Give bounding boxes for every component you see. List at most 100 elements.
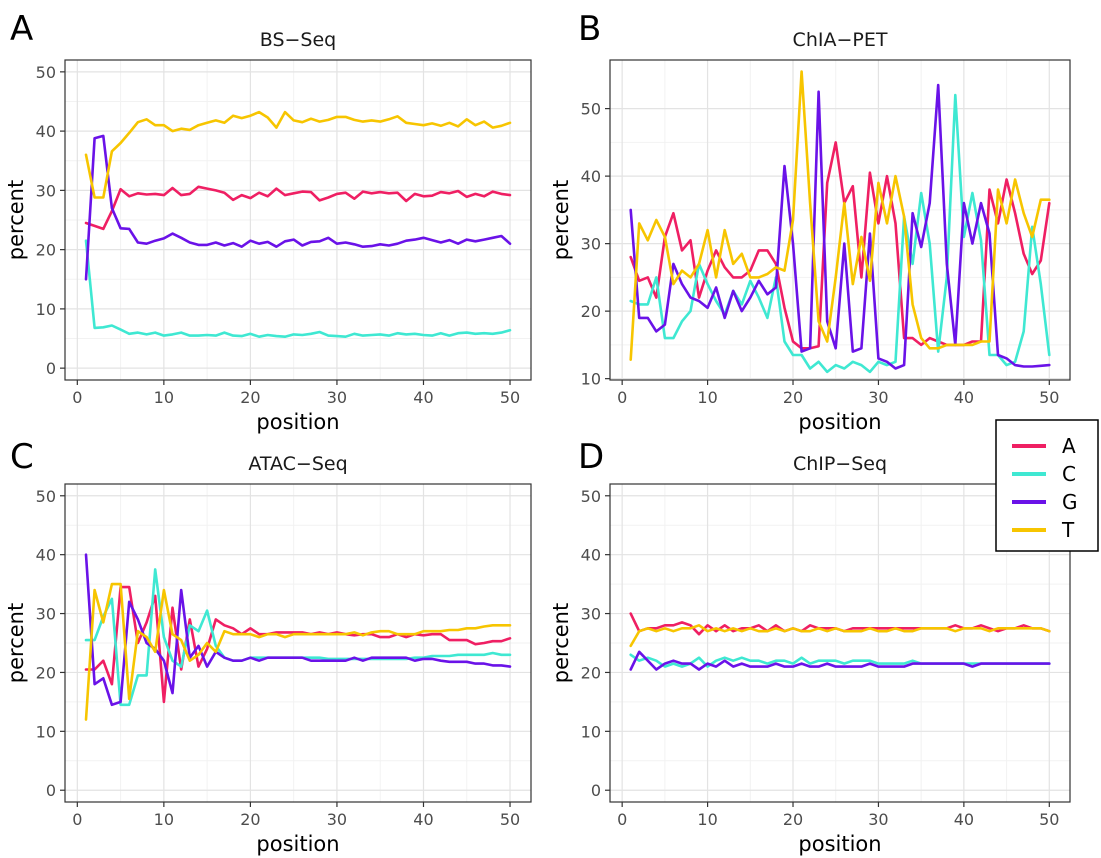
panel-d-x-tick-label: 30 bbox=[868, 810, 888, 829]
panel-c-letter: C bbox=[10, 437, 34, 477]
panel-a-y-tick-label: 0 bbox=[46, 359, 56, 378]
panel-a-x-tick-label: 20 bbox=[240, 388, 260, 407]
panel-b-x-tick-label: 50 bbox=[1039, 388, 1059, 407]
legend-entry-c: C bbox=[1012, 462, 1076, 486]
panel-a-y-tick-label: 50 bbox=[36, 63, 56, 82]
legend-entry-t: T bbox=[1012, 518, 1075, 542]
panel-c-x-axis-title: position bbox=[256, 832, 339, 856]
panel-d-y-tick-label: 40 bbox=[581, 546, 601, 565]
panel-c-plot-border bbox=[64, 483, 532, 803]
panel-c-line-t bbox=[84, 582, 512, 721]
panel-a-x-tick-label: 40 bbox=[413, 388, 433, 407]
panel-d-x-tick-label: 40 bbox=[954, 810, 974, 829]
panel-d-y-tick-label: 20 bbox=[581, 663, 601, 682]
panel-a-y-tick-label: 10 bbox=[36, 300, 56, 319]
panel-c-y-tick-label: 10 bbox=[36, 722, 56, 741]
panel-d-x-tick-label: 20 bbox=[783, 810, 803, 829]
panel-b-x-tick-label: 10 bbox=[697, 388, 717, 407]
panel-b-series bbox=[629, 70, 1051, 374]
legend-label-t: T bbox=[1061, 518, 1075, 542]
panel-b-plot-background bbox=[610, 60, 1070, 380]
panel-c-y-axis-title: percent bbox=[4, 603, 28, 683]
panel-c-grid bbox=[65, 484, 531, 802]
panel-d-y-tick-label: 50 bbox=[581, 487, 601, 506]
panel-d-y-tick-label: 10 bbox=[581, 722, 601, 741]
panel-b-y-tick-label: 10 bbox=[581, 370, 601, 389]
panel-a: A BS−Seq 0 10 20 30 40 50 0 10 20 30 40 50 position per… bbox=[4, 9, 532, 434]
panel-c-title: ATAC−Seq bbox=[248, 453, 347, 475]
panel-b-y-tick-label: 20 bbox=[581, 302, 601, 321]
panel-d-x-axis-title: position bbox=[798, 832, 881, 856]
panel-b-y-tick-label: 50 bbox=[581, 100, 601, 119]
panel-c-x-tick-label: 30 bbox=[327, 810, 347, 829]
panel-b-title: ChIA−PET bbox=[793, 29, 888, 51]
panel-b-axes: 0 10 20 30 40 50 10 20 30 40 50 bbox=[581, 100, 1060, 407]
panel-b-letter: B bbox=[578, 9, 601, 49]
panel-c-y-tick-label: 20 bbox=[36, 663, 56, 682]
panel-a-x-tick-label: 10 bbox=[154, 388, 174, 407]
legend-box bbox=[995, 419, 1099, 552]
panel-a-x-tick-label: 0 bbox=[72, 388, 82, 407]
panel-d-letter: D bbox=[578, 437, 604, 477]
panel-a-letter: A bbox=[10, 9, 33, 49]
legend-entry-a: A bbox=[1012, 434, 1076, 458]
panel-b-line-t bbox=[629, 70, 1051, 362]
panel-d-plot-border bbox=[609, 483, 1071, 803]
panel-b-x-axis-title: position bbox=[798, 410, 881, 434]
panel-b-x-tick-label: 30 bbox=[868, 388, 888, 407]
panel-a-series bbox=[84, 110, 512, 339]
panel-c-axes: 0 10 20 30 40 50 0 10 20 30 40 50 bbox=[36, 487, 521, 829]
panel-d-series bbox=[629, 612, 1051, 671]
panel-b-y-axis-title: percent bbox=[549, 180, 573, 260]
panel-a-line-a bbox=[84, 185, 512, 231]
panel-c-line-a bbox=[84, 585, 512, 704]
panel-a-title: BS−Seq bbox=[260, 29, 337, 51]
panel-c-x-tick-label: 10 bbox=[154, 810, 174, 829]
panel-d-y-axis-title: percent bbox=[549, 603, 573, 683]
panel-b: B ChIA−PET 0 10 20 30 40 50 10 20 30 40 50 position pe… bbox=[549, 9, 1071, 434]
panel-b-y-tick-label: 40 bbox=[581, 167, 601, 186]
panel-a-y-tick-label: 30 bbox=[36, 181, 56, 200]
legend-label-c: C bbox=[1062, 462, 1076, 486]
panel-a-y-tick-label: 20 bbox=[36, 241, 56, 260]
panel-b-x-tick-label: 20 bbox=[783, 388, 803, 407]
panel-a-line-t bbox=[84, 110, 512, 199]
panel-d-y-tick-label: 0 bbox=[591, 781, 601, 800]
panel-b-line-c bbox=[629, 93, 1051, 374]
panel-b-x-tick-label: 40 bbox=[954, 388, 974, 407]
panel-c-x-tick-label: 0 bbox=[72, 810, 82, 829]
legend-entry-g: G bbox=[1012, 490, 1078, 514]
panel-c-series bbox=[84, 553, 512, 721]
panel-c-x-tick-label: 20 bbox=[240, 810, 260, 829]
panel-b-y-tick-label: 30 bbox=[581, 235, 601, 254]
panel-d-x-tick-label: 0 bbox=[617, 810, 627, 829]
panel-b-line-g bbox=[629, 83, 1051, 370]
panel-d-x-tick-label: 10 bbox=[697, 810, 717, 829]
panel-a-x-tick-label: 30 bbox=[327, 388, 347, 407]
panel-d-title: ChIP−Seq bbox=[793, 453, 887, 475]
panel-d-x-tick-label: 50 bbox=[1039, 810, 1059, 829]
panel-a-axes: 0 10 20 30 40 50 0 10 20 30 40 50 bbox=[36, 63, 521, 407]
panel-d-line-g bbox=[629, 650, 1051, 671]
panel-c-y-tick-label: 50 bbox=[36, 487, 56, 506]
panel-d-y-tick-label: 30 bbox=[581, 605, 601, 624]
panel-d-line-t bbox=[629, 623, 1051, 648]
panel-c-x-tick-label: 50 bbox=[500, 810, 520, 829]
legend-label-g: G bbox=[1062, 490, 1078, 514]
panel-c-x-tick-label: 40 bbox=[413, 810, 433, 829]
panel-a-line-c bbox=[84, 239, 512, 339]
panel-d: D ChIP−Seq 0 10 20 30 40 50 0 10 20 30 40 50 position p… bbox=[549, 437, 1071, 856]
legend-label-a: A bbox=[1062, 434, 1076, 458]
panel-c-y-tick-label: 0 bbox=[46, 781, 56, 800]
panel-a-line-g bbox=[84, 134, 512, 281]
panel-c-line-g bbox=[84, 553, 512, 707]
panel-c-y-tick-label: 40 bbox=[36, 546, 56, 565]
panel-a-y-axis-title: percent bbox=[4, 180, 28, 260]
panel-a-x-axis-title: position bbox=[256, 410, 339, 434]
panel-a-x-tick-label: 50 bbox=[500, 388, 520, 407]
panel-a-plot-border bbox=[64, 59, 532, 381]
panel-c: C ATAC−Seq 0 10 20 30 40 50 0 10 20 30 40 50 position p… bbox=[4, 437, 532, 856]
panel-b-plot-border bbox=[609, 59, 1071, 381]
